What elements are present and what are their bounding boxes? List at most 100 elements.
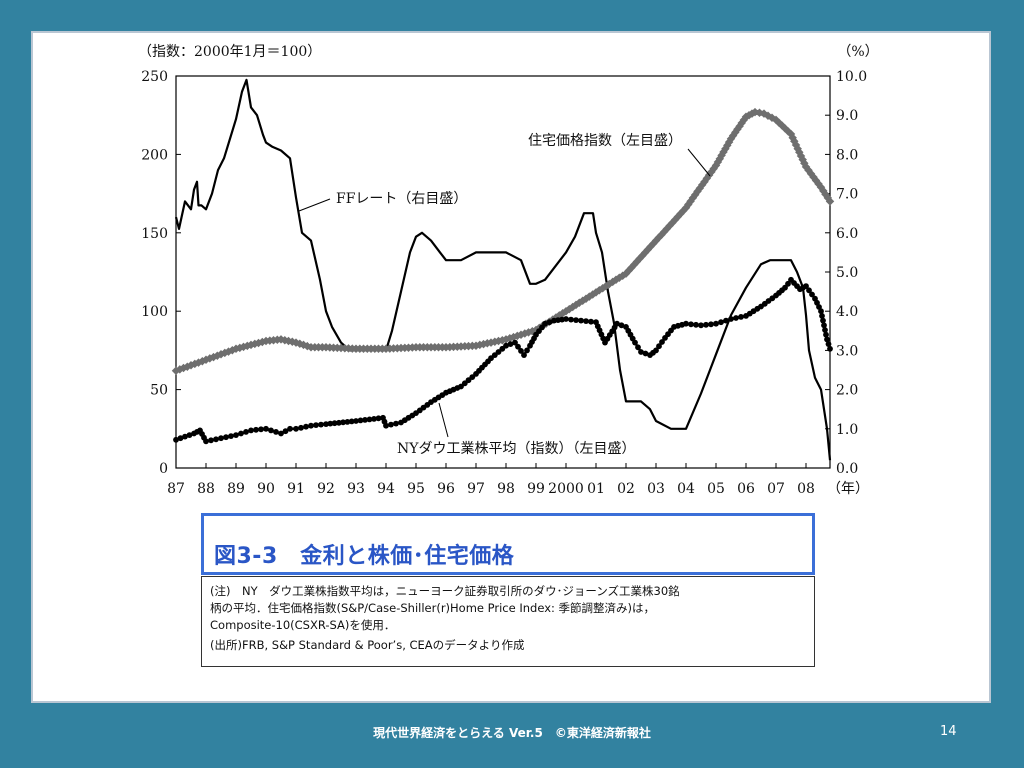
ny-dow-point	[656, 343, 662, 350]
ny-dow-point	[503, 342, 509, 349]
house-price-line	[175, 109, 833, 374]
right-tick-label: 4.0	[836, 304, 858, 320]
ny-dow-point	[820, 317, 826, 324]
ny-dow-point	[733, 315, 739, 321]
ny-dow-point	[824, 336, 830, 343]
ny-dow-point	[362, 417, 368, 423]
x-tick-label: 02	[617, 481, 635, 497]
ny-dow-point	[723, 317, 729, 324]
figure-title: 図3-3 金利と株価･住宅価格	[214, 544, 515, 569]
x-tick-label: 97	[467, 481, 485, 497]
ny-dow-point	[698, 322, 704, 329]
right-tick-label: 2.0	[836, 383, 858, 399]
x-unit-label: （年）	[827, 481, 869, 497]
ny-dow-point	[521, 352, 527, 358]
slide: 0 50 100 150 200 250 0.0 1.0 2.0 3.0 4.0 5.0 6.0 7.0 8…	[31, 31, 991, 703]
x-tick-label: 01	[587, 481, 605, 497]
x-tick-label: 90	[257, 481, 275, 497]
ny-dow-point	[618, 322, 625, 329]
ny-dow-point	[578, 317, 584, 324]
ny-dow-point	[638, 349, 644, 355]
right-tick-label: 1.0	[836, 422, 858, 438]
right-unit-label: （%）	[837, 44, 878, 60]
ny-dow-point	[186, 432, 193, 438]
left-tick-label: 250	[141, 69, 168, 85]
ny-dow-point	[588, 318, 594, 325]
ny-dow-point	[738, 314, 744, 320]
x-tick-label: 03	[647, 481, 665, 497]
x-tick-label: 87	[167, 481, 185, 497]
ny-dow-point	[542, 320, 548, 327]
ny-dow-point	[318, 421, 324, 428]
right-tick-label: 8.0	[836, 147, 858, 163]
ny-dow-point	[809, 291, 815, 298]
ny-dow-point	[458, 383, 464, 390]
ny-dow-point	[371, 416, 377, 422]
ny-dow-point	[218, 435, 224, 442]
x-tick-label: 06	[737, 481, 755, 497]
right-tick-label: 5.0	[836, 265, 858, 281]
ny-dow-point	[298, 424, 304, 431]
ny-dow-point	[293, 425, 299, 432]
ny-dow-point	[713, 320, 719, 327]
ny-dow-point	[507, 341, 514, 347]
ny-dow-point	[263, 425, 269, 432]
right-tick-label: 0.0	[836, 461, 858, 477]
ny-dow-point	[818, 308, 824, 315]
ny-dow-point	[258, 426, 264, 433]
ny-dow-point	[688, 321, 694, 328]
ny-dow-point	[243, 429, 249, 435]
ny-dow-point	[703, 321, 709, 328]
ny-dow-line	[175, 278, 832, 443]
x-tick-label: 99	[527, 481, 545, 497]
ff-rate-line	[174, 78, 832, 461]
right-tick-label: 6.0	[836, 226, 858, 242]
ny-dow-point	[213, 436, 219, 443]
ny-dow-point	[313, 422, 319, 428]
ny-dow-point	[208, 437, 214, 444]
ny-dow-point	[357, 417, 364, 424]
ny-dow-point	[653, 347, 659, 354]
house-price-annotation: 住宅価格指数（左目盛）	[528, 133, 682, 149]
x-tick-label: 08	[797, 481, 815, 497]
ny-dow-point	[278, 430, 284, 437]
ny-dow-point	[248, 427, 254, 434]
ny-dow-point	[308, 422, 314, 429]
house-price-markers	[171, 107, 835, 376]
x-tick-label: 89	[227, 481, 245, 497]
ny-dow-point	[546, 319, 553, 326]
ny-dow-point	[253, 426, 259, 433]
ny-dow-point	[823, 331, 829, 338]
ny-dow-point	[518, 348, 524, 354]
page-number: 14	[940, 724, 957, 739]
ny-dow-point	[827, 345, 833, 352]
ny-dow-point	[273, 429, 279, 435]
ff-rate-annotation-leader	[298, 198, 331, 212]
ny-dow-point	[819, 313, 825, 319]
x-tick-label: 93	[347, 481, 365, 497]
chart: 0501001502002500.01.02.03.04.05.06.07.08…	[138, 44, 879, 497]
ny-dow-point	[375, 415, 382, 422]
figure-caption-box: 図3-3 金利と株価･住宅価格	[201, 513, 815, 575]
house-price-annotation-leader	[687, 148, 711, 177]
left-tick-label: 200	[141, 147, 168, 163]
left-tick-label: 150	[141, 226, 168, 242]
x-tick-label: 98	[497, 481, 515, 497]
ny-dow-point	[512, 339, 518, 346]
ff-rate-annotation: FFレート（右目盛）	[336, 191, 467, 207]
ny-dow-point	[383, 422, 389, 429]
ny-dow-point	[388, 421, 394, 428]
right-tick-label: 10.0	[836, 69, 867, 85]
ny-dow-point	[806, 287, 812, 294]
ny-dow-point	[822, 327, 828, 333]
ny-dow-point	[173, 436, 179, 443]
ny-dow-point	[303, 423, 309, 430]
ny-dow-point	[228, 433, 234, 439]
x-tick-label: 07	[767, 481, 785, 497]
right-tick-label: 9.0	[836, 108, 858, 124]
x-tick-label: 95	[407, 481, 425, 497]
ny-dow-point	[825, 341, 832, 347]
ny-dow-point	[708, 321, 714, 328]
ny-dow-point	[515, 343, 521, 350]
ny-dow-point	[327, 420, 334, 427]
